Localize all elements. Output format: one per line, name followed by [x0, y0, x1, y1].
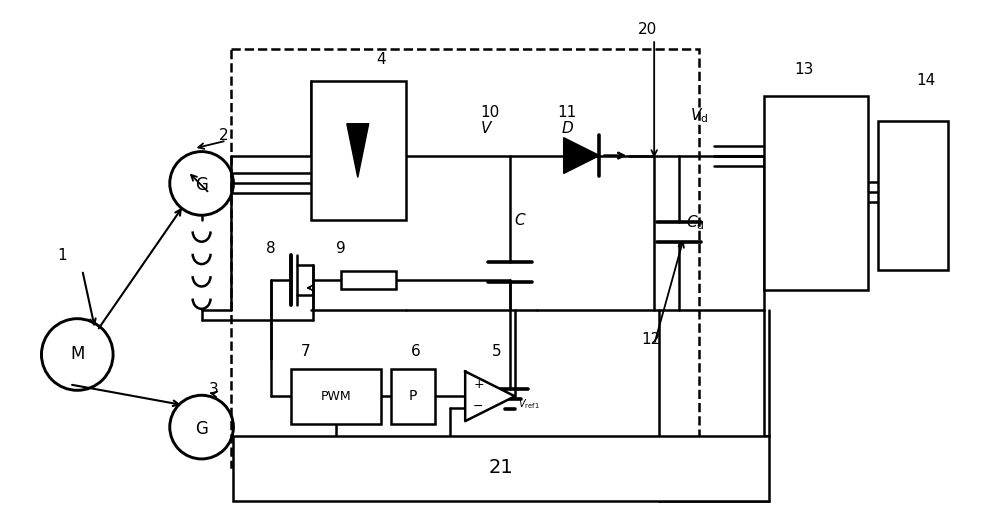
Text: 12: 12	[642, 332, 661, 347]
Text: G: G	[195, 176, 208, 194]
Bar	[311, 81, 406, 220]
Text: 8: 8	[266, 241, 276, 255]
Text: 14: 14	[916, 73, 935, 88]
Text: $V$: $V$	[480, 120, 494, 136]
Text: 10: 10	[480, 105, 500, 120]
Polygon shape	[465, 371, 515, 421]
Text: 2: 2	[219, 128, 228, 143]
Text: M: M	[70, 345, 84, 363]
Text: 5: 5	[492, 344, 502, 359]
Text: 13: 13	[795, 61, 814, 76]
Text: $C_\mathrm{d}$: $C_\mathrm{d}$	[686, 213, 704, 231]
Bar	[233, 436, 769, 501]
Text: 9: 9	[336, 241, 346, 255]
Text: $C$: $C$	[514, 212, 526, 228]
Text: $D$: $D$	[561, 120, 574, 136]
Text: 1: 1	[58, 248, 67, 263]
Text: 21: 21	[489, 459, 513, 477]
Bar	[231, 49, 699, 467]
Bar	[878, 121, 948, 270]
Text: 3: 3	[209, 382, 218, 397]
Polygon shape	[347, 124, 369, 177]
Text: 6: 6	[411, 344, 420, 359]
Polygon shape	[564, 138, 599, 174]
Text: 7: 7	[301, 344, 311, 359]
Text: 11: 11	[557, 105, 576, 120]
Bar	[764, 96, 868, 290]
Bar	[341, 271, 396, 289]
Text: PWM: PWM	[321, 390, 351, 403]
Bar	[391, 369, 435, 424]
Text: P: P	[408, 389, 417, 404]
Text: $V_\mathrm{ref1}$: $V_\mathrm{ref1}$	[518, 397, 540, 411]
Text: −: −	[473, 400, 484, 413]
Text: 20: 20	[638, 22, 657, 37]
Text: 4: 4	[376, 51, 385, 67]
Bar	[291, 369, 381, 424]
Text: G: G	[195, 420, 208, 438]
Text: +: +	[473, 378, 484, 391]
Text: $V_\mathrm{d}$: $V_\mathrm{d}$	[690, 107, 708, 125]
